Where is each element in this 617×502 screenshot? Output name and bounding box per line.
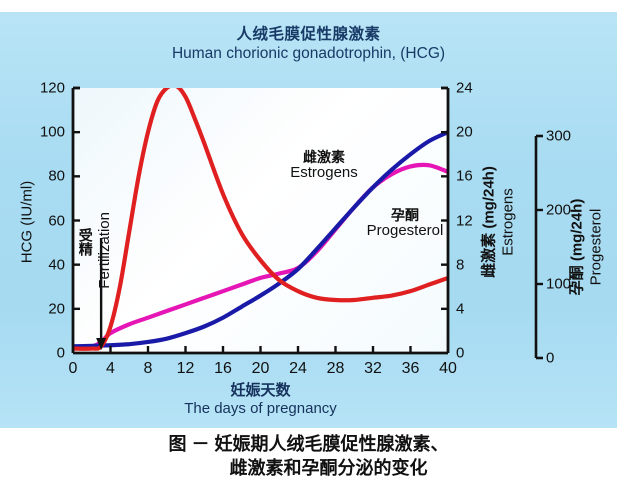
series-label-progesterol-cn: 孕酮 bbox=[391, 207, 419, 223]
fertilization-label-en: Fertilization bbox=[96, 212, 113, 289]
top-white-strip bbox=[0, 0, 617, 12]
plot-area bbox=[73, 88, 448, 353]
right-axis-tick-label-8: 8 bbox=[456, 256, 465, 274]
curve-hcg bbox=[73, 88, 448, 351]
x-axis-tick-label-4: 4 bbox=[106, 360, 115, 377]
progesterol-axis-tick-label-0: 0 bbox=[546, 349, 555, 367]
left-axis-tick-label-0: 0 bbox=[56, 344, 65, 362]
x-axis-title: 妊娠天数 The days of pregnancy bbox=[73, 382, 448, 418]
right-axis-tick-label-24: 24 bbox=[456, 79, 473, 97]
right-axis-tick-label-20: 20 bbox=[456, 123, 473, 141]
x-axis-tick-label-36: 36 bbox=[401, 360, 420, 377]
right-axis-title-en: Estrogens bbox=[499, 188, 517, 256]
x-axis-tick-label-8: 8 bbox=[143, 360, 153, 377]
x-axis-title-cn: 妊娠天数 bbox=[230, 382, 291, 399]
figure-caption-line1: 图 － 妊娠期人绒毛膜促性腺激素、 bbox=[168, 434, 449, 454]
fertilization-annotation-en: Fertilization bbox=[96, 212, 173, 289]
series-label-estrogens-en: Estrogens bbox=[290, 164, 358, 182]
series-label-estrogens: 雌激素 Estrogens bbox=[272, 149, 376, 182]
progesterol-axis-title-cn: 孕酮 (mg/24h) bbox=[568, 198, 586, 296]
left-axis-tick-label-60: 60 bbox=[48, 212, 65, 229]
progesterol-axis-tick-label-100: 100 bbox=[546, 275, 572, 293]
left-axis-tick-label-80: 80 bbox=[48, 167, 65, 185]
series-label-progesterol: 孕酮 Progesterol bbox=[352, 207, 458, 240]
x-axis-tick-label-40: 40 bbox=[439, 360, 457, 377]
chart-title-en: Human chorionic gonadotrophin, (HCG) bbox=[171, 45, 446, 63]
fertilization-label-cn: 受精 bbox=[77, 228, 94, 256]
x-axis-tick-label-16: 16 bbox=[214, 360, 232, 377]
figure-caption: 图 － 妊娠期人绒毛膜促性腺激素、 雌激素和孕酮分泌的变化 bbox=[0, 432, 617, 481]
left-axis-tick-label-100: 100 bbox=[39, 123, 65, 141]
chart-title-cn: 人绒毛膜促性腺激素 bbox=[236, 26, 381, 43]
right-axis-tick-label-4: 4 bbox=[456, 300, 465, 318]
x-axis-tick-label-32: 32 bbox=[364, 360, 382, 377]
series-curves bbox=[73, 88, 448, 351]
bottom-white-strip bbox=[0, 428, 617, 502]
curve-estrogens bbox=[73, 130, 448, 349]
figure-caption-line2: 雌激素和孕酮分泌的变化 bbox=[229, 458, 428, 479]
progesterol-axis-tick-label-300: 300 bbox=[546, 127, 572, 145]
left-axis-tick-label-20: 20 bbox=[48, 300, 65, 318]
right-axis-tick-label-0: 0 bbox=[456, 344, 465, 362]
left-axis-tick-label-40: 40 bbox=[48, 256, 65, 274]
x-axis-tick-label-24: 24 bbox=[289, 360, 307, 377]
series-label-progesterol-en: Progesterol bbox=[366, 222, 444, 240]
right-axis-tick-label-16: 16 bbox=[456, 167, 473, 185]
right-axis-title-cn: 雌激素 (mg/24h) bbox=[480, 166, 498, 278]
left-axis-title: HCG (IU/ml) bbox=[18, 180, 36, 264]
series-label-estrogens-cn: 雌激素 bbox=[303, 149, 345, 165]
x-axis-title-en: The days of pregnancy bbox=[184, 400, 337, 417]
x-axis-tick-label-28: 28 bbox=[326, 360, 345, 377]
left-axis-tick-label-120: 120 bbox=[39, 79, 65, 97]
progesterol-axis-tick-label-200: 200 bbox=[546, 201, 572, 219]
chart-title: 人绒毛膜促性腺激素 Human chorionic gonadotrophin,… bbox=[0, 26, 617, 64]
fertilization-annotation: 受精 bbox=[77, 228, 94, 261]
x-axis-tick-label-0: 0 bbox=[68, 360, 78, 377]
x-axis-tick-label-12: 12 bbox=[176, 360, 195, 377]
curve-progesterol bbox=[73, 162, 448, 351]
progesterol-axis-title-en: Progesterol bbox=[587, 208, 605, 286]
right-axis-tick-label-12: 12 bbox=[456, 212, 473, 229]
x-axis-tick-label-20: 20 bbox=[251, 360, 270, 377]
